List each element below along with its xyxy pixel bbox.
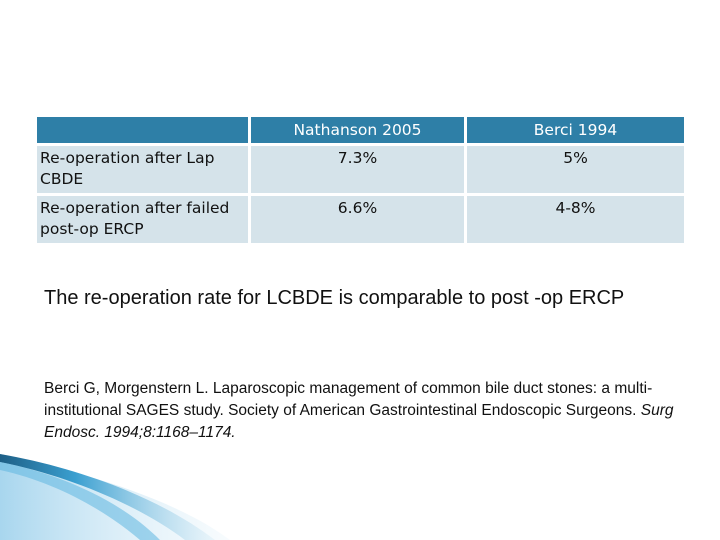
table-row: Re-operation after failed post-op ERCP 6… (37, 196, 684, 246)
journal-citation: Surg Endosc. 1994;8:1168–1174. (44, 402, 674, 441)
summary-text: The re-operation rate for LCBDE is compa… (44, 287, 625, 309)
berci-value: 5% (467, 146, 684, 196)
nathanson-value: 7.3% (251, 146, 467, 196)
comparison-table: Nathanson 2005 Berci 1994 Re-operation a… (37, 117, 684, 246)
header-cell-blank (37, 117, 251, 146)
row-label: Re-operation after Lap CBDE (37, 146, 251, 196)
decorative-swoosh (0, 454, 230, 540)
table-row: Re-operation after Lap CBDE 7.3% 5% (37, 146, 684, 196)
row-label: Re-operation after failed post-op ERCP (37, 196, 251, 246)
table-header-row: Nathanson 2005 Berci 1994 (37, 117, 684, 146)
reference-citation: Berci G, Morgenstern L. Laparoscopic man… (44, 378, 684, 444)
header-cell-nathanson: Nathanson 2005 (251, 117, 467, 146)
header-cell-berci: Berci 1994 (467, 117, 684, 146)
reference-text: Berci G, Morgenstern L. Laparoscopic man… (44, 380, 653, 419)
berci-value: 4-8% (467, 196, 684, 246)
nathanson-value: 6.6% (251, 196, 467, 246)
